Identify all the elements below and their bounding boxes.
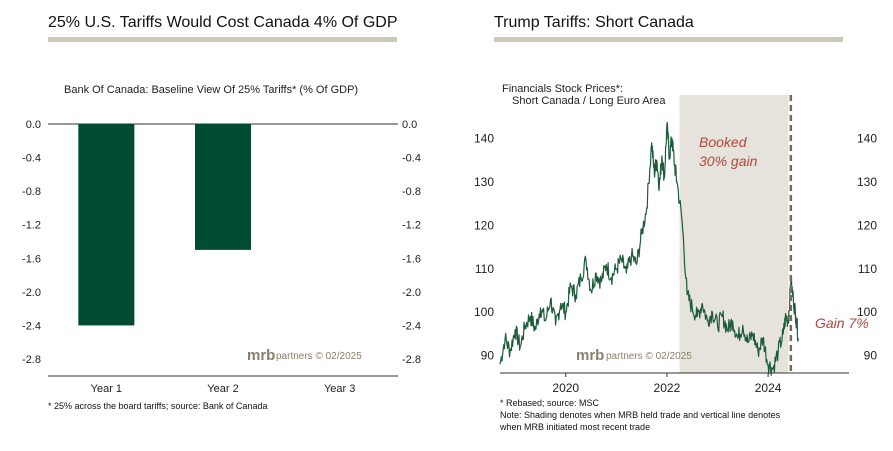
left-y-tick-label-left: -2.0 (22, 287, 41, 299)
left-brand-text: partners © 02/2025 (276, 351, 362, 362)
left-y-tick-label-right: -1.2 (402, 220, 421, 232)
right-y-tick-label-left: 120 (474, 218, 494, 232)
left-chart-title: 25% U.S. Tariffs Would Cost Canada 4% Of… (48, 14, 398, 31)
left-y-tick-label-left: -2.8 (22, 354, 41, 366)
left-footnote: * 25% across the board tariffs; source: … (48, 401, 268, 411)
left-y-tick-label-right: -0.4 (402, 153, 421, 165)
right-y-tick-label-right: 120 (857, 218, 877, 232)
right-brand-text: partners © 02/2025 (606, 351, 692, 362)
right-chart-subtitle-line1: Financials Stock Prices*: (502, 83, 623, 95)
right-y-tick-label-right: 130 (857, 175, 877, 189)
left-y-tick-label-left: 0.0 (26, 119, 41, 131)
right-y-tick-label-left: 110 (475, 262, 494, 276)
left-chart-subtitle: Bank Of Canada: Baseline View Of 25% Tar… (64, 84, 358, 96)
right-y-tick-label-right: 100 (857, 305, 877, 319)
left-y-tick-label-right: -0.8 (402, 186, 421, 198)
left-x-tick-label: Year 2 (207, 383, 238, 395)
right-y-tick-label-right: 110 (858, 262, 877, 276)
right-footnote-line3: when MRB initiated most recent trade (500, 422, 651, 432)
left-y-tick-label-left: -1.6 (22, 253, 41, 265)
left-y-tick-label-left: -2.4 (22, 320, 41, 332)
right-y-tick-label-right: 90 (864, 349, 878, 363)
right-x-tick-label: 2024 (755, 381, 782, 395)
right-brand-logo: mrb (576, 347, 604, 364)
left-x-tick-label: Year 1 (91, 383, 122, 395)
right-plot-area: 90 90 100 100 110 110 120 120 130 130 140 140 2020 20… (474, 95, 877, 395)
right-chart-subtitle-line2: Short Canada / Long Euro Area (512, 95, 666, 107)
right-title-rule (494, 37, 843, 42)
left-brand-logo: mrb (247, 347, 275, 364)
price-series-line (499, 121, 799, 376)
right-footnote-line1: * Rebased; source: MSC (500, 398, 600, 408)
left-y-tick-label-left: -0.4 (22, 153, 41, 165)
left-y-tick-label-left: -1.2 (22, 220, 41, 232)
right-y-tick-label-left: 100 (474, 305, 494, 319)
right-footnote-line2: Note: Shading denotes when MRB held trad… (500, 410, 781, 420)
left-y-tick-label-right: 0.0 (402, 119, 417, 131)
right-y-tick-label-left: 140 (474, 131, 494, 145)
left-y-tick-label-right: -2.0 (402, 287, 421, 299)
right-y-tick-label-left: 90 (481, 349, 495, 363)
right-x-tick-label: 2020 (552, 381, 579, 395)
bar-year-2 (195, 124, 251, 250)
left-x-tick-label: Year 3 (324, 383, 355, 395)
right-x-tick-label: 2022 (654, 381, 681, 395)
annotation-booked-line2: 30% gain (699, 153, 758, 169)
trade-held-shading (679, 95, 789, 373)
left-y-tick-label-left: -0.8 (22, 186, 41, 198)
right-y-tick-label-right: 140 (857, 131, 877, 145)
annotation-gain: Gain 7% (815, 315, 869, 331)
left-y-tick-label-right: -2.8 (402, 354, 421, 366)
left-y-tick-label-right: -2.4 (402, 320, 421, 332)
right-chart-title: Trump Tariffs: Short Canada (494, 14, 694, 31)
left-title-rule (48, 37, 397, 42)
annotation-booked-line1: Booked (699, 134, 748, 150)
left-y-tick-label-right: -1.6 (402, 253, 421, 265)
left-plot-area: 0.0 0.0 -0.4 -0.4 -0.8 -0.8 -1.2 -1.2 -1.6 -1.6 -2… (22, 119, 421, 395)
right-y-tick-label-left: 130 (474, 175, 494, 189)
bar-year-1 (78, 124, 135, 326)
